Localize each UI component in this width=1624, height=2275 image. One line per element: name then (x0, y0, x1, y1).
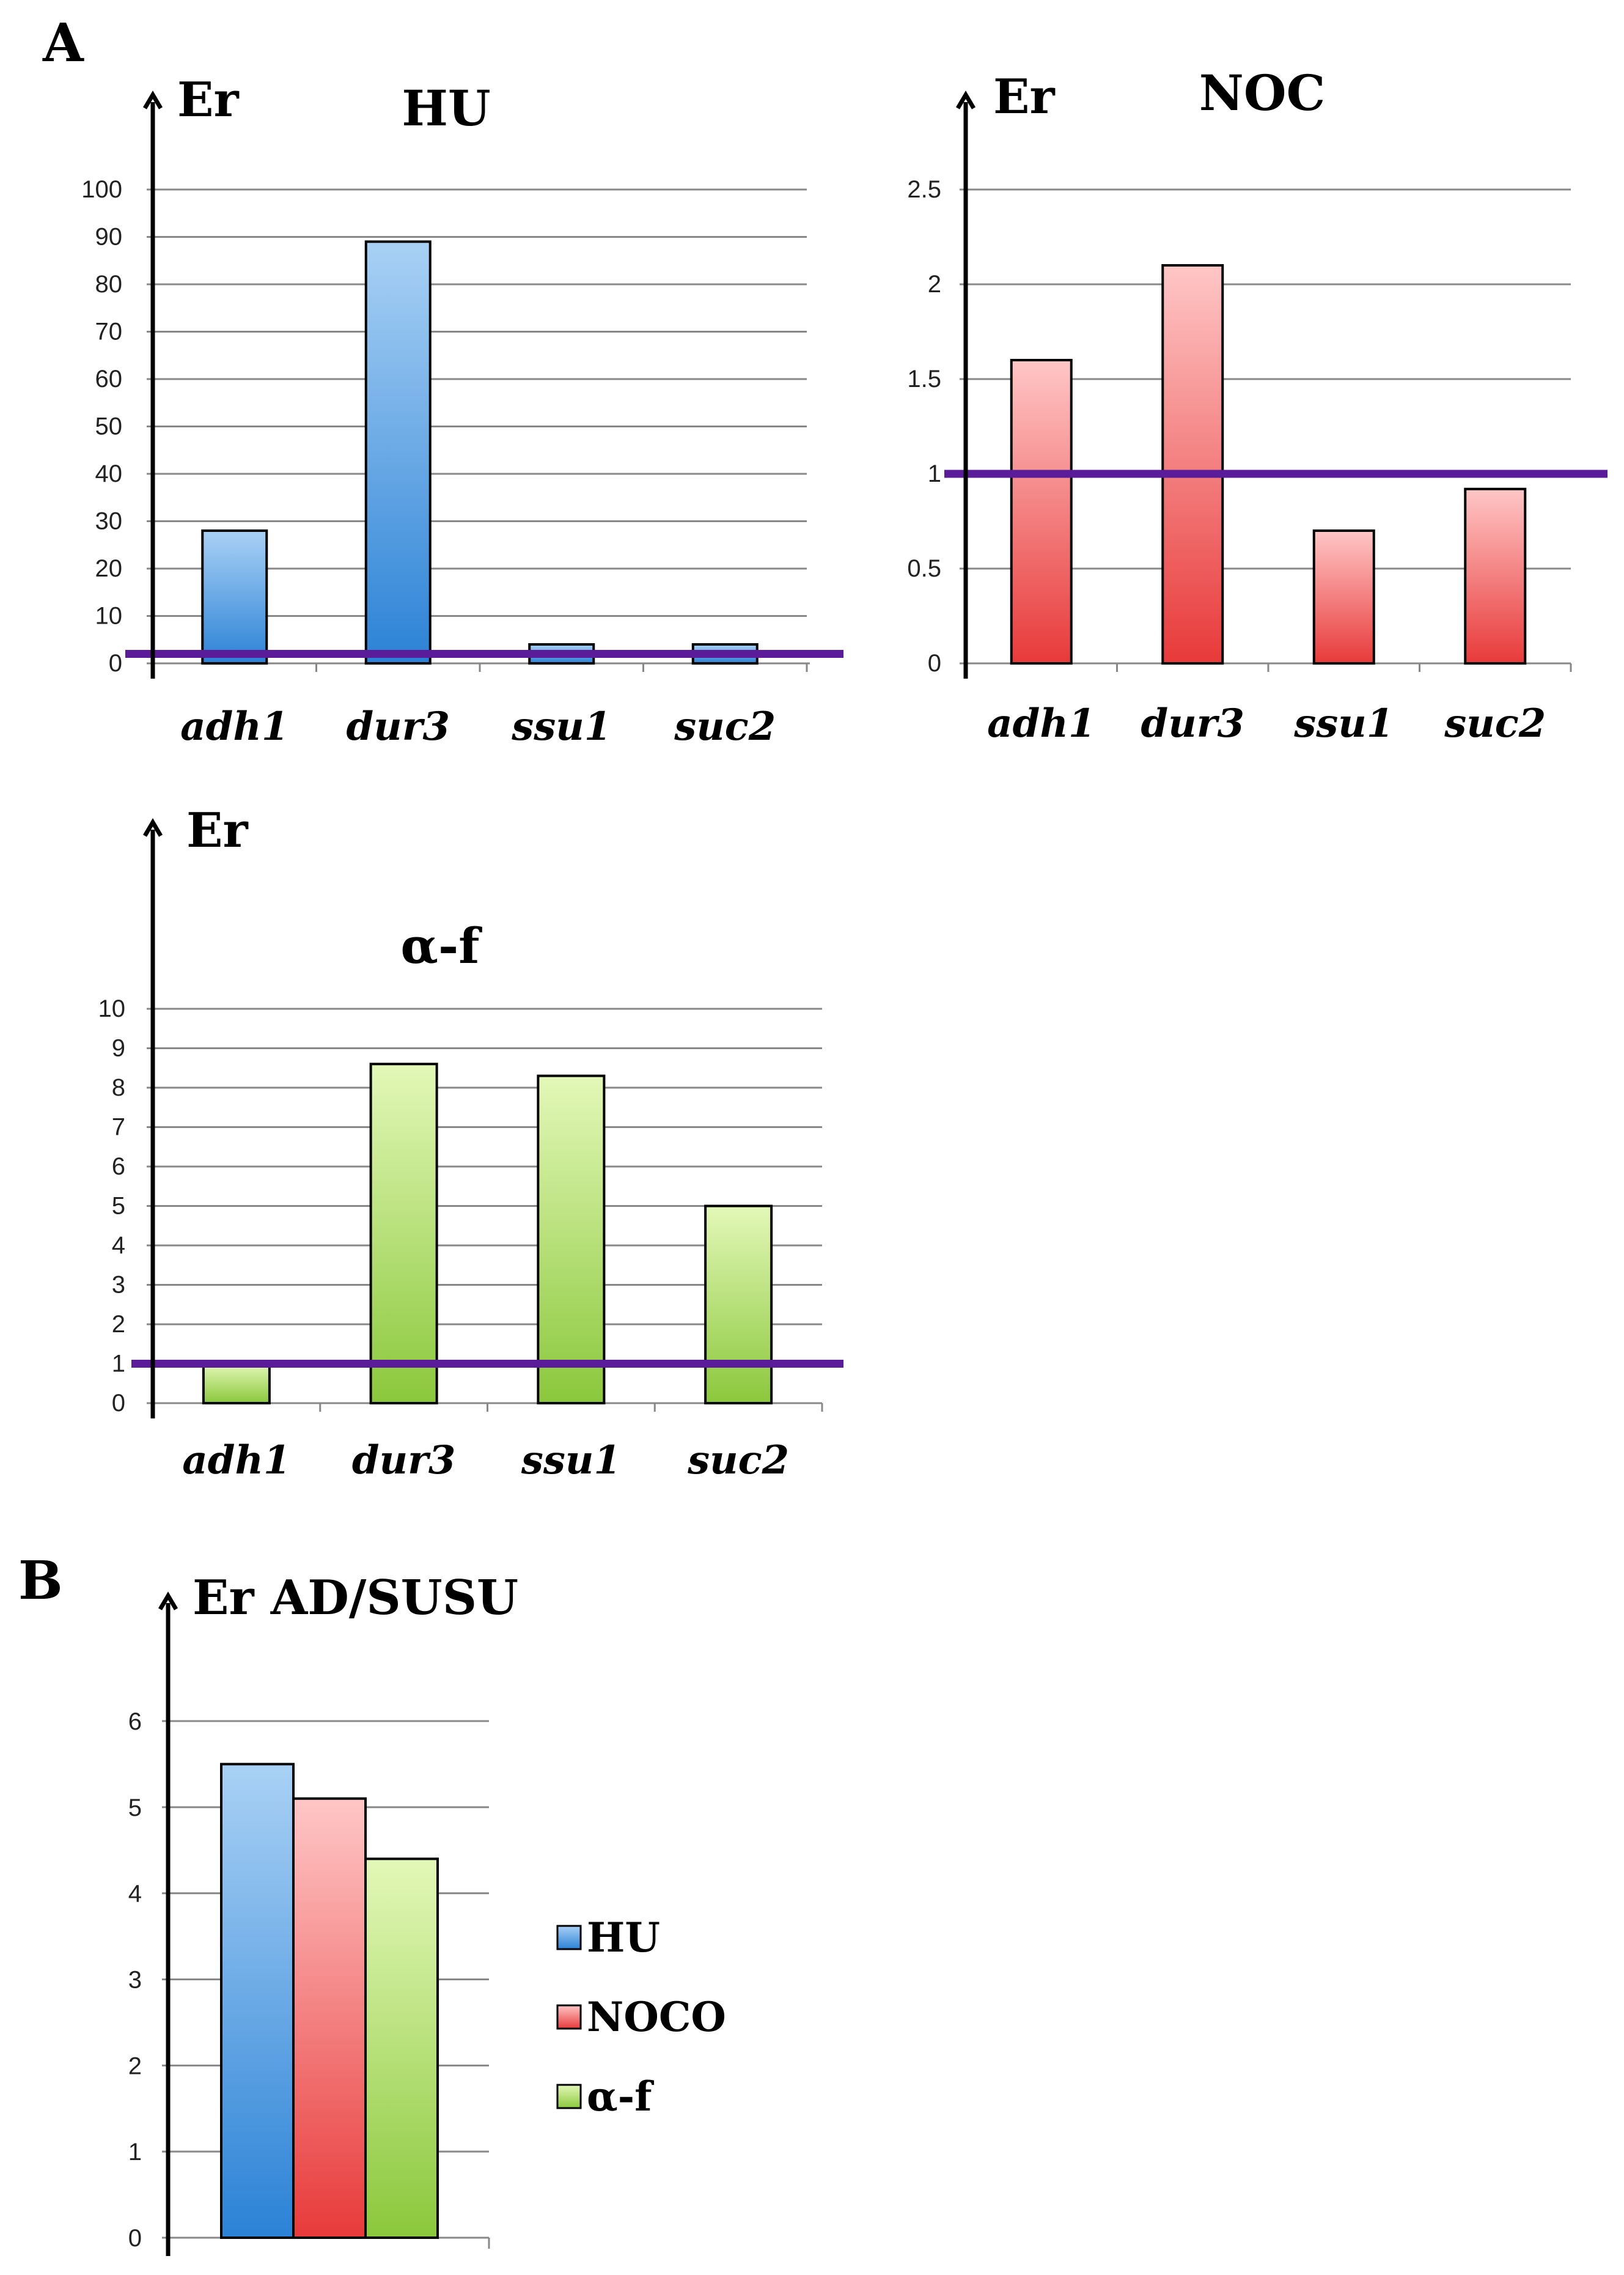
x-category-label: ssu1 (1293, 701, 1394, 747)
y-axis-arrowhead (142, 90, 163, 109)
legend-label: HU (587, 1914, 660, 1961)
y-tick-label: 2 (128, 2052, 142, 2079)
bar-ssu1 (1312, 529, 1375, 665)
legend-swatch (556, 1925, 582, 1950)
y-axis-arrowhead (158, 1591, 178, 1610)
legend-swatch (556, 2084, 582, 2109)
y-tick-label: 1.5 (907, 366, 941, 393)
y-tick-label: 50 (95, 413, 123, 440)
y-tick-label: 2 (928, 271, 941, 298)
y-axis-label: Er AD/SUSU (193, 1570, 518, 1626)
bar-noc (292, 1797, 367, 2239)
y-tick-label: 3 (112, 1272, 125, 1299)
bar-adh1 (202, 1362, 271, 1404)
y-axis-label: Er (186, 803, 248, 858)
y-tick-label: 2 (112, 1311, 125, 1338)
x-category-label: suc2 (1444, 701, 1546, 747)
x-category-label: suc2 (687, 1437, 789, 1483)
chart-af: 0 1 2 3 4 5 6 7 8 9 10 adh1 dur3 ssu1 suc2 Er α-f (98, 803, 843, 1483)
y-tick-label: 8 (112, 1074, 125, 1101)
y-axis-label: Er (177, 72, 239, 128)
panel-a-label: A (42, 12, 84, 74)
chart-noc: 0 0.5 1 1.5 2 2.5 adh1 dur3 ssu1 suc2 Er NOC (907, 64, 1607, 747)
y-tick-label: 1 (112, 1351, 125, 1377)
x-category-label: ssu1 (511, 704, 611, 750)
y-tick-label: 40 (95, 460, 123, 487)
panel-b-label: B (18, 1550, 63, 1612)
chart-adsusu: 0 1 2 3 4 5 6 Er AD/SUSU HU NOCO α-f (128, 1570, 726, 2256)
legend-label: NOCO (587, 1993, 726, 2041)
bar-hu (220, 1763, 295, 2240)
y-tick-label: 20 (95, 555, 123, 582)
y-tick-label: 0 (112, 1390, 125, 1417)
y-tick-label: 0 (128, 2225, 142, 2252)
y-tick-label: 80 (95, 271, 123, 298)
legend-label: α-f (587, 2073, 654, 2120)
x-category-label: dur3 (1141, 701, 1244, 747)
x-category-label: dur3 (352, 1437, 456, 1483)
x-category-label: suc2 (674, 704, 776, 750)
x-category-label: dur3 (346, 704, 450, 750)
y-tick-label: 1 (128, 2139, 142, 2166)
bar-dur3 (369, 1063, 438, 1405)
y-tick-label: 10 (98, 995, 126, 1022)
y-tick-label: 0 (109, 650, 122, 677)
chart-title: HU (402, 79, 490, 137)
y-tick-label: 7 (112, 1114, 125, 1141)
y-axis-label: Er (993, 69, 1055, 125)
y-tick-label: 100 (81, 176, 122, 203)
bar-suc2 (1464, 487, 1527, 665)
y-tick-label: 9 (112, 1035, 125, 1062)
chart-title: α-f (400, 917, 482, 975)
legend-swatch (556, 2004, 582, 2030)
bar-dur3 (364, 240, 432, 665)
x-category-label: ssu1 (521, 1437, 621, 1483)
y-tick-label: 0.5 (907, 555, 941, 582)
y-tick-label: 5 (112, 1193, 125, 1220)
y-tick-label: 0 (928, 650, 941, 677)
bar-adh1 (1010, 359, 1073, 665)
y-tick-label: 3 (128, 1967, 142, 1994)
bar-suc2 (704, 1204, 773, 1404)
bar-ssu1 (537, 1074, 606, 1404)
x-category-label: adh1 (182, 1437, 290, 1483)
bar-af (364, 1857, 439, 2239)
y-tick-label: 6 (112, 1153, 125, 1180)
y-tick-label: 10 (95, 603, 123, 630)
x-category-label: adh1 (987, 701, 1095, 747)
y-tick-label: 70 (95, 319, 123, 345)
bar-dur3 (1161, 264, 1224, 665)
y-axis-arrowhead (955, 90, 976, 109)
y-axis-arrowhead (142, 818, 163, 837)
chart-hu: 0 10 20 30 40 50 60 70 80 90 100 adh1 dur3 ssu1 suc2 Er… (81, 72, 843, 750)
bar-adh1 (201, 529, 268, 665)
y-tick-label: 2.5 (907, 176, 941, 203)
y-tick-label: 90 (95, 224, 123, 251)
chart-title: NOC (1199, 64, 1325, 122)
y-tick-label: 60 (95, 366, 123, 393)
y-tick-label: 6 (128, 1708, 142, 1735)
y-tick-label: 5 (128, 1794, 142, 1821)
y-tick-label: 1 (928, 460, 941, 487)
x-category-label: adh1 (180, 704, 288, 750)
y-tick-label: 4 (112, 1232, 125, 1259)
y-tick-label: 4 (128, 1881, 142, 1908)
y-tick-label: 30 (95, 508, 123, 535)
